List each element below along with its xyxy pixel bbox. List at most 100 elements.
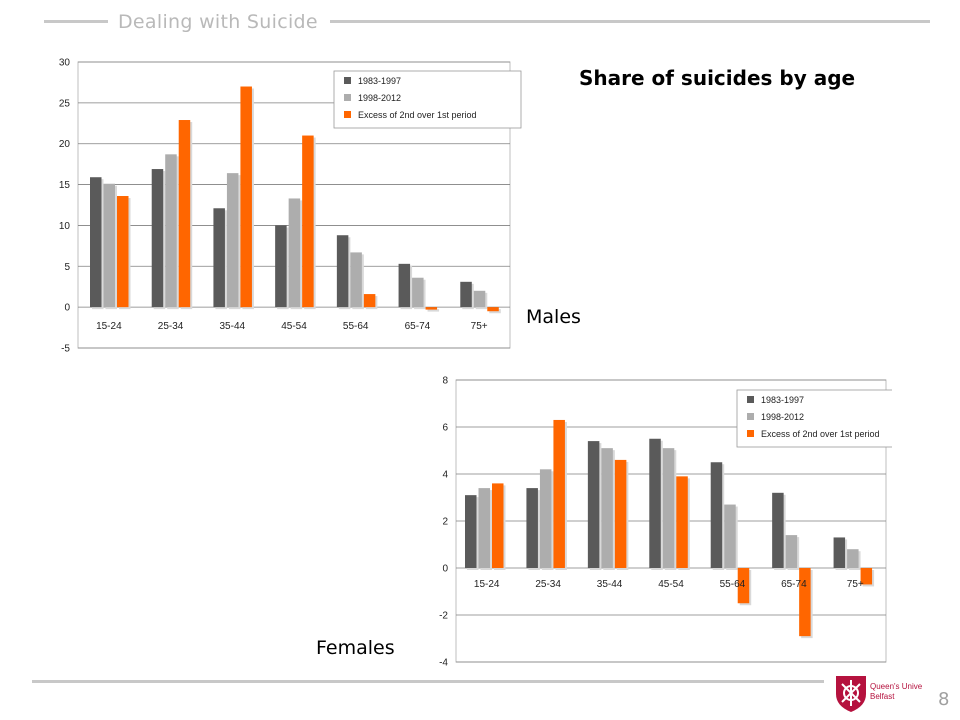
- x-tick-label: 55-64: [343, 321, 369, 332]
- x-tick-label: 25-34: [158, 321, 184, 332]
- y-tick-label: 15: [59, 180, 71, 191]
- males-chart: -5 0 5 10 15 20 25 30 15-24 25-34 35-44 45-54 55-64 6…: [59, 58, 522, 355]
- y-tick-label: 0: [64, 303, 70, 314]
- legend-box: [333, 70, 522, 129]
- bar-1: [275, 225, 287, 308]
- bar-3: [614, 459, 627, 568]
- bar-2: [288, 198, 301, 308]
- y-tick-label: -4: [439, 658, 448, 669]
- legend-label: Excess of 2nd over 1st period: [358, 110, 477, 120]
- bar-2: [539, 469, 552, 568]
- x-tick-label: 75+: [471, 321, 488, 332]
- legend-swatch: [747, 396, 754, 403]
- y-tick-label: 0: [442, 564, 448, 575]
- bar-3: [553, 419, 565, 568]
- legend-swatch: [747, 430, 754, 437]
- header-rule-right: [330, 20, 930, 23]
- y-tick-label: 25: [59, 98, 71, 109]
- females-chart: -4 -2 0 2 4 6 8 15-24 25-34 35-44 45-54 55-64 65-74 7…: [439, 376, 892, 669]
- header-rule-left: [44, 20, 108, 23]
- y-tick-label: 6: [442, 423, 448, 434]
- y-tick-label: 2: [442, 517, 448, 528]
- bar-1: [649, 438, 661, 568]
- bar-3: [799, 568, 811, 637]
- page-number: 8: [938, 689, 950, 710]
- y-tick-label: 20: [59, 139, 71, 150]
- legend-swatch: [344, 77, 351, 84]
- bar-3: [676, 476, 688, 568]
- legend-label: 1983-1997: [761, 395, 804, 405]
- bar-1: [710, 462, 723, 568]
- bar-1: [460, 281, 472, 308]
- bar-1: [151, 169, 164, 308]
- x-tick-label: 75+: [847, 579, 864, 590]
- legend-label: 1983-1997: [358, 76, 401, 86]
- footer-rule: [32, 680, 824, 683]
- x-tick-label: 65-74: [781, 579, 807, 590]
- bar-3: [117, 196, 129, 308]
- bar-3: [737, 568, 750, 604]
- bar-2: [165, 154, 177, 308]
- bar-2: [412, 277, 424, 308]
- bar-2: [662, 448, 675, 568]
- males-panel-label: Males: [526, 306, 581, 328]
- bar-1: [336, 235, 349, 308]
- y-tick-label: 5: [64, 262, 70, 273]
- y-tick-label: 10: [59, 221, 71, 232]
- bar-shadow: [427, 309, 440, 312]
- x-tick-label: 35-44: [597, 579, 623, 590]
- bar-2: [785, 535, 798, 568]
- legend-label: 1998-2012: [761, 412, 804, 422]
- bar-3: [178, 120, 191, 308]
- bar-1: [526, 488, 538, 568]
- females-panel-label: Females: [316, 637, 395, 659]
- legend-swatch: [747, 413, 754, 420]
- legend-label: Excess of 2nd over 1st period: [761, 429, 880, 439]
- x-tick-label: 45-54: [281, 321, 307, 332]
- bar-3: [860, 568, 873, 585]
- x-tick-label: 45-54: [658, 579, 684, 590]
- y-tick-label: -2: [439, 611, 448, 622]
- logo-wordmark-line2: Belfast: [870, 692, 895, 701]
- bar-3: [302, 135, 314, 308]
- y-tick-label: -5: [61, 344, 70, 355]
- bar-3: [425, 307, 438, 310]
- bar-3: [240, 86, 252, 308]
- y-tick-label: 8: [442, 376, 448, 387]
- bar-1: [833, 537, 846, 568]
- bar-2: [226, 173, 239, 308]
- legend-label: 1998-2012: [358, 93, 401, 103]
- legend-swatch: [344, 111, 351, 118]
- legend-swatch: [344, 94, 351, 101]
- bar-2: [847, 549, 859, 568]
- bar-2: [601, 448, 613, 568]
- bar-2: [473, 290, 486, 308]
- bar-3: [363, 294, 376, 308]
- x-tick-label: 25-34: [535, 579, 561, 590]
- x-tick-label: 65-74: [405, 321, 431, 332]
- y-tick-label: 4: [442, 470, 448, 481]
- x-tick-label: 35-44: [219, 321, 245, 332]
- bar-2: [724, 504, 736, 568]
- bar-1: [587, 441, 600, 568]
- x-tick-label: 15-24: [474, 579, 500, 590]
- header-title: Dealing with Suicide: [118, 11, 318, 33]
- legend-box: [736, 389, 892, 448]
- university-crest-icon: [836, 676, 866, 712]
- bar-1: [465, 495, 477, 568]
- bar-3: [487, 307, 499, 312]
- bar-1: [213, 208, 225, 308]
- bar-1: [772, 492, 784, 568]
- university-logo: Queen's University Belfast: [836, 676, 922, 712]
- bar-3: [492, 483, 504, 568]
- bar-1: [90, 177, 102, 308]
- bar-2: [350, 252, 362, 308]
- bar-2: [478, 488, 490, 568]
- bar-2: [103, 183, 115, 308]
- y-tick-label: 30: [59, 58, 71, 69]
- x-tick-label: 15-24: [96, 321, 122, 332]
- x-tick-label: 55-64: [720, 579, 746, 590]
- bar-1: [398, 263, 411, 308]
- slide-headline: Share of suicides by age: [579, 66, 856, 90]
- logo-wordmark-line1: Queen's University: [870, 682, 922, 691]
